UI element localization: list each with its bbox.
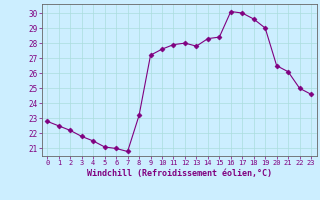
X-axis label: Windchill (Refroidissement éolien,°C): Windchill (Refroidissement éolien,°C)	[87, 169, 272, 178]
